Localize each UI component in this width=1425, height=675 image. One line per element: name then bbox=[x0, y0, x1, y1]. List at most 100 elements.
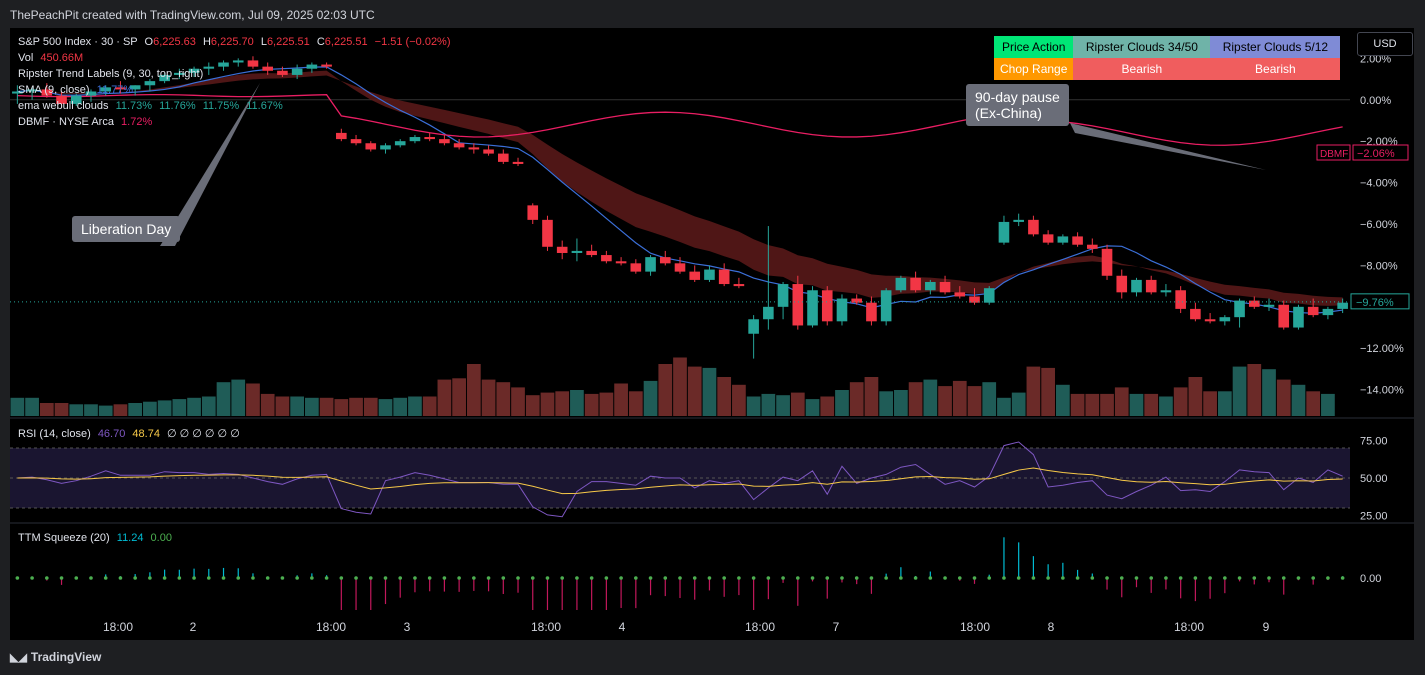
volume-bar bbox=[408, 396, 422, 416]
attribution-text: ThePeachPit created with TradingView.com… bbox=[10, 8, 375, 22]
dbmf-legend: DBMF · NYSE Arca 1.72% bbox=[18, 116, 152, 128]
volume-bar bbox=[555, 391, 570, 416]
candle-body bbox=[291, 68, 303, 75]
price-axis-tick: −14.00% bbox=[1360, 385, 1404, 397]
candle-body bbox=[821, 290, 833, 322]
volume-bar bbox=[687, 366, 702, 416]
close-value: 6,225.51 bbox=[324, 36, 368, 48]
ttm-squeeze-dot bbox=[486, 576, 491, 580]
candle-body bbox=[350, 139, 362, 144]
bottom-bar bbox=[0, 640, 1425, 675]
volume-bar bbox=[1114, 387, 1129, 416]
candle-body bbox=[689, 271, 701, 280]
candle-body bbox=[336, 132, 347, 140]
candle-body bbox=[174, 72, 185, 75]
ttm-squeeze-dot bbox=[589, 576, 594, 580]
ttm-squeeze-dot bbox=[1164, 576, 1168, 580]
volume-bar bbox=[84, 404, 98, 416]
volume-bar bbox=[1203, 391, 1217, 416]
volume-bar bbox=[157, 400, 172, 416]
candle-body bbox=[998, 221, 1010, 243]
volume-bar bbox=[305, 397, 319, 416]
candle-body bbox=[601, 255, 612, 262]
ttm-squeeze-dot bbox=[30, 576, 34, 580]
top-attribution-bar: ThePeachPit created with TradingView.com… bbox=[0, 0, 1425, 28]
candle-body bbox=[1219, 317, 1231, 322]
time-axis-label: 3 bbox=[404, 620, 411, 634]
ttm-squeeze-dot bbox=[162, 576, 167, 580]
time-axis-label: 18:00 bbox=[745, 620, 775, 634]
price-axis-tick: −6.00% bbox=[1360, 219, 1398, 231]
ttm-squeeze-dot bbox=[1296, 576, 1301, 580]
volume-bar bbox=[1276, 379, 1291, 416]
volume-bar bbox=[835, 390, 849, 416]
candle-body bbox=[954, 292, 966, 297]
volume-bar bbox=[1129, 393, 1144, 416]
ttm-value-2: 0.00 bbox=[150, 532, 172, 544]
ttm-squeeze-dot bbox=[442, 576, 447, 580]
candle-body bbox=[733, 284, 745, 287]
liberation-day-callout: Liberation Day bbox=[72, 216, 181, 242]
volume-bar bbox=[481, 379, 496, 416]
price-axis-tick: −4.00% bbox=[1360, 178, 1398, 190]
rsi-axis-tick: 75.00 bbox=[1360, 436, 1388, 448]
ttm-squeeze-dot bbox=[148, 576, 152, 580]
ttm-squeeze-dot bbox=[751, 576, 756, 580]
vol-value: 450.66M bbox=[40, 52, 84, 64]
volume-bar bbox=[1173, 387, 1188, 416]
time-axis-label: 18:00 bbox=[960, 620, 990, 634]
ttm-squeeze-dot bbox=[413, 576, 417, 580]
ripster-legend: Ripster Trend Labels (9, 30, top_right) bbox=[18, 68, 203, 80]
ttm-squeeze-dot bbox=[707, 576, 712, 580]
low-value: 6,225.51 bbox=[266, 36, 310, 48]
candle-body bbox=[41, 89, 53, 96]
ttm-squeeze-dot bbox=[1061, 576, 1065, 580]
candle-body bbox=[1057, 236, 1069, 243]
ttm-squeeze-dot bbox=[1105, 576, 1109, 580]
ttm-squeeze-dot bbox=[840, 576, 844, 580]
ttm-squeeze-dot bbox=[251, 576, 255, 580]
candle-body bbox=[12, 91, 23, 94]
volume-bar bbox=[1188, 377, 1203, 416]
tradingview-logo-icon: ◣◢ bbox=[10, 652, 27, 664]
chart-svg[interactable]: 2.00%0.00%−2.00%−4.00%−6.00%−8.00%−12.00… bbox=[10, 28, 1414, 640]
currency-button[interactable]: USD bbox=[1357, 32, 1413, 56]
candle-body bbox=[1234, 300, 1245, 318]
candle-body bbox=[1028, 219, 1039, 235]
volume-bar bbox=[938, 386, 952, 416]
candle-body bbox=[439, 139, 450, 144]
candle-body bbox=[527, 205, 539, 220]
candle-body bbox=[380, 145, 391, 150]
candle-body bbox=[1307, 306, 1319, 316]
ttm-squeeze-dot bbox=[1237, 576, 1242, 580]
volume-bar bbox=[849, 382, 864, 416]
ttm-axis-tick: 0.00 bbox=[1360, 573, 1381, 585]
ttm-squeeze-dot bbox=[206, 576, 211, 580]
ttm-squeeze-dot bbox=[1252, 576, 1257, 580]
ttm-legend: TTM Squeeze (20) 11.24 0.00 bbox=[18, 532, 172, 544]
ttm-squeeze-dot bbox=[427, 576, 432, 580]
candle-body bbox=[556, 246, 568, 253]
volume-bar bbox=[39, 403, 54, 416]
ttm-squeeze-dot bbox=[1208, 576, 1212, 580]
ttm-squeeze-dot bbox=[236, 576, 241, 580]
volume-bar bbox=[363, 397, 378, 416]
volume-bar bbox=[378, 399, 393, 416]
ripster-trend-table: Price Action Ripster Clouds 34/50 Ripste… bbox=[994, 36, 1341, 80]
ttm-squeeze-dot bbox=[737, 576, 741, 580]
ttm-squeeze-dot bbox=[663, 576, 668, 580]
ttm-squeeze-dot bbox=[1046, 576, 1050, 580]
candle-body bbox=[1204, 319, 1216, 322]
chart-area[interactable]: 2.00% 0.00% −2.00% −4.00% −6.00% −8.00% −12.00… bbox=[10, 28, 1414, 640]
ttm-squeeze-dot bbox=[560, 576, 564, 580]
ttm-squeeze-dot bbox=[957, 576, 962, 580]
volume-bar bbox=[908, 382, 923, 416]
volume-bar bbox=[290, 396, 305, 416]
ttm-squeeze-dot bbox=[516, 576, 520, 580]
trend-cell-clouds-512: Ripster Clouds 5/12 bbox=[1210, 36, 1341, 58]
ttm-squeeze-dot bbox=[15, 576, 20, 580]
last-price-badge bbox=[1350, 293, 1410, 310]
candle-body bbox=[1131, 279, 1142, 293]
pause-callout-line1: 90-day pause bbox=[975, 89, 1060, 105]
candle-body bbox=[321, 64, 332, 67]
